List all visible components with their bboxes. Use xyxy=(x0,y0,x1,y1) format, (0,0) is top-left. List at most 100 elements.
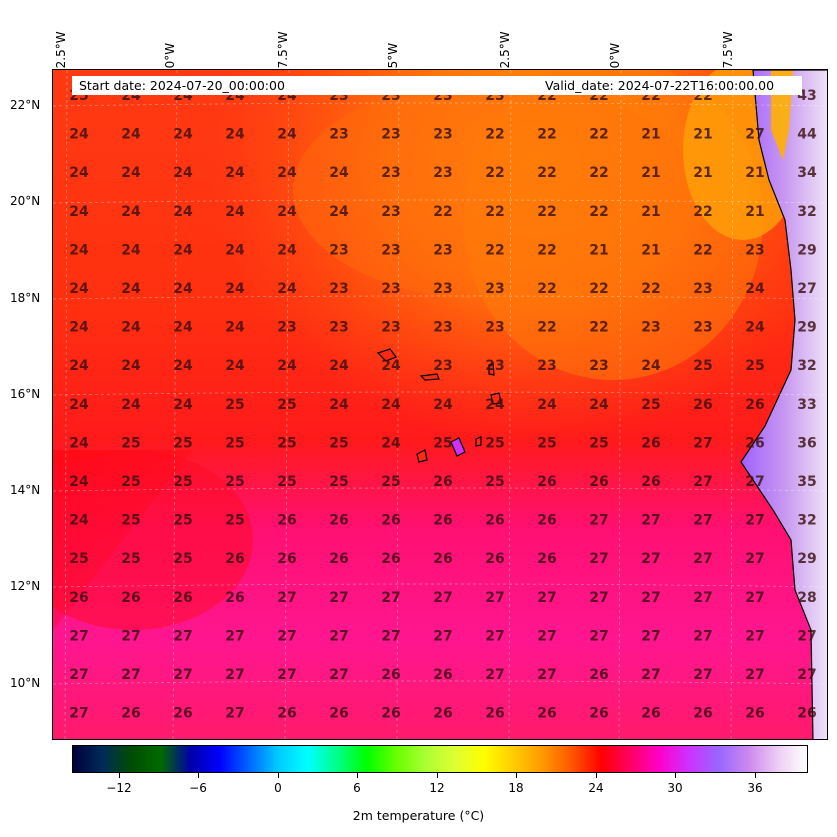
temperature-value: 24 xyxy=(69,127,89,143)
temperature-value: 25 xyxy=(69,551,88,567)
temperature-value: 27 xyxy=(69,706,88,722)
temperature-value: 27 xyxy=(745,667,764,683)
temperature-value: 26 xyxy=(381,551,400,567)
temperature-value: 26 xyxy=(225,590,244,606)
temperature-value: 27 xyxy=(641,628,660,644)
colorbar-tick-label: 24 xyxy=(588,781,604,795)
temperature-value: 32 xyxy=(797,513,816,529)
temperature-value: 23 xyxy=(537,358,556,374)
temperature-value: 24 xyxy=(173,165,193,181)
temperature-value: 26 xyxy=(329,551,348,567)
temperature-value: 24 xyxy=(641,358,661,374)
temperature-value: 24 xyxy=(329,358,349,374)
temperature-value: 24 xyxy=(277,242,297,258)
temperature-value: 27 xyxy=(693,667,712,683)
temperature-value: 26 xyxy=(433,513,452,529)
temperature-value: 22 xyxy=(537,320,556,336)
temperature-value: 25 xyxy=(329,474,348,490)
temperature-value: 24 xyxy=(745,320,765,336)
temperature-value: 23 xyxy=(329,281,348,297)
temperature-value: 27 xyxy=(121,667,140,683)
temperature-value: 26 xyxy=(173,590,192,606)
temperature-value: 26 xyxy=(329,706,348,722)
temperature-value: 29 xyxy=(797,320,816,336)
temperature-value: 27 xyxy=(537,590,556,606)
temperature-value: 24 xyxy=(381,397,401,413)
colorbar-tick-label: 30 xyxy=(667,781,683,795)
colorbar-tick xyxy=(278,773,279,778)
temperature-value: 25 xyxy=(277,435,296,451)
temperature-value: 23 xyxy=(433,358,452,374)
temperature-value: 23 xyxy=(329,127,348,143)
temperature-value: 22 xyxy=(693,204,712,220)
temperature-value: 21 xyxy=(745,165,764,181)
temperature-value: 26 xyxy=(485,706,504,722)
temperature-value: 22 xyxy=(485,127,504,143)
temperature-value: 27 xyxy=(589,590,608,606)
temperature-value: 27 xyxy=(797,281,816,297)
temperature-value: 21 xyxy=(745,204,764,220)
temperature-value: 27 xyxy=(693,435,712,451)
temperature-value: 26 xyxy=(277,551,296,567)
temperature-value: 28 xyxy=(797,590,816,606)
temperature-value: 26 xyxy=(693,706,712,722)
temperature-value: 23 xyxy=(381,165,400,181)
temperature-value: 22 xyxy=(537,281,556,297)
temperature-value: 26 xyxy=(485,551,504,567)
temperature-value: 27 xyxy=(485,590,504,606)
temperature-value: 27 xyxy=(173,667,192,683)
temperature-value: 23 xyxy=(745,242,764,258)
lat-label: 18°N xyxy=(10,291,41,305)
temperature-value: 22 xyxy=(485,242,504,258)
temperature-value: 27 xyxy=(173,628,192,644)
temperature-value: 24 xyxy=(69,474,89,490)
lat-label: 16°N xyxy=(10,387,41,401)
temperature-value: 27 xyxy=(589,628,608,644)
temperature-value: 26 xyxy=(641,435,660,451)
temperature-value: 25 xyxy=(173,551,192,567)
temperature-value: 23 xyxy=(433,242,452,258)
valid-date-label: Valid_date: 2024-07-22T16:00:00.00 xyxy=(545,78,775,93)
temperature-value: 25 xyxy=(485,474,504,490)
temperature-value: 24 xyxy=(485,397,505,413)
temperature-value: 21 xyxy=(589,242,608,258)
temperature-value: 23 xyxy=(485,320,504,336)
temperature-value: 27 xyxy=(277,667,296,683)
temperature-value: 25 xyxy=(121,474,140,490)
temperature-value: 26 xyxy=(225,551,244,567)
temperature-value: 24 xyxy=(69,513,89,529)
temperature-value: 26 xyxy=(745,706,764,722)
colorbar-tick-label: 36 xyxy=(747,781,763,795)
temperature-value: 26 xyxy=(693,397,712,413)
temperature-value: 26 xyxy=(381,706,400,722)
temperature-value: 27 xyxy=(329,628,348,644)
temperature-value: 27 xyxy=(641,513,660,529)
temperature-value: 23 xyxy=(485,281,504,297)
colorbar-tick xyxy=(437,773,438,778)
temperature-value: 27 xyxy=(589,551,608,567)
temperature-value: 24 xyxy=(173,204,193,220)
temperature-value: 26 xyxy=(589,706,608,722)
temperature-value: 24 xyxy=(69,281,89,297)
temperature-value: 27 xyxy=(537,667,556,683)
temperature-value: 25 xyxy=(173,435,192,451)
temperature-value: 44 xyxy=(797,127,817,143)
temperature-value: 26 xyxy=(589,667,608,683)
temperature-value: 23 xyxy=(329,320,348,336)
temperature-value: 25 xyxy=(277,397,296,413)
temperature-value: 24 xyxy=(381,358,401,374)
temperature-value: 22 xyxy=(537,204,556,220)
temperature-value: 25 xyxy=(381,474,400,490)
temperature-value: 27 xyxy=(225,706,244,722)
temperature-value: 22 xyxy=(693,242,712,258)
colorbar-tick xyxy=(198,773,199,778)
start-date-label: Start date: 2024-07-20_00:00:00 xyxy=(79,78,285,93)
lat-label: 10°N xyxy=(10,676,41,690)
temperature-value: 21 xyxy=(693,165,712,181)
colorbar-tick-label: 0 xyxy=(274,781,282,795)
temperature-value: 25 xyxy=(121,551,140,567)
temperature-value: 27 xyxy=(797,667,816,683)
temperature-value: 23 xyxy=(589,358,608,374)
temperature-value: 27 xyxy=(693,513,712,529)
